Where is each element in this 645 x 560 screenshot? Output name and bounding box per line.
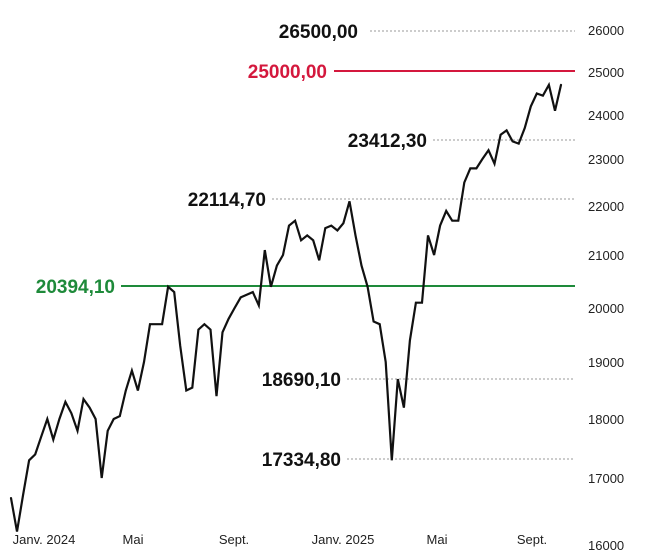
y-tick-label-10: 16000 — [588, 538, 624, 553]
y-tick-label-3: 23000 — [588, 152, 624, 167]
y-axis-ticks: 26000 25000 24000 23000 22000 21000 20000 19000… — [588, 23, 624, 553]
y-tick-label-5: 21000 — [588, 248, 624, 263]
x-tick-label-0: Janv. 2024 — [13, 532, 76, 547]
annotation-label-2: 23412,30 — [348, 131, 427, 152]
series-line — [9, 81, 563, 532]
y-tick-label-1: 25000 — [588, 65, 624, 80]
x-tick-label-5: Sept. — [517, 532, 547, 547]
y-tick-label-9: 17000 — [588, 471, 624, 486]
y-tick-label-2: 24000 — [588, 108, 624, 123]
x-tick-label-2: Sept. — [219, 532, 249, 547]
y-tick-label-8: 18000 — [588, 412, 624, 427]
y-tick-label-0: 26000 — [588, 23, 624, 38]
annotation-layer: 26500,00 25000,00 23412,30 22114,70 20394,10… — [36, 22, 575, 471]
annotation-label-3: 22114,70 — [188, 190, 266, 211]
x-axis-ticks: Janv. 2024 Mai Sept. Janv. 2025 Mai Sept. — [13, 532, 548, 547]
x-tick-label-4: Mai — [427, 532, 448, 547]
y-tick-label-4: 22000 — [588, 199, 624, 214]
annotation-label-4: 20394,10 — [36, 277, 115, 298]
x-tick-label-1: Mai — [123, 532, 144, 547]
annotation-label-1: 25000,00 — [248, 62, 327, 83]
y-tick-label-7: 19000 — [588, 355, 624, 370]
series-layer — [9, 81, 563, 532]
annotation-label-5: 18690,10 — [262, 370, 341, 391]
annotation-label-0: 26500,00 — [279, 22, 358, 43]
x-tick-label-3: Janv. 2025 — [312, 532, 375, 547]
y-tick-label-6: 20000 — [588, 301, 624, 316]
annotation-label-6: 17334,80 — [262, 450, 341, 471]
